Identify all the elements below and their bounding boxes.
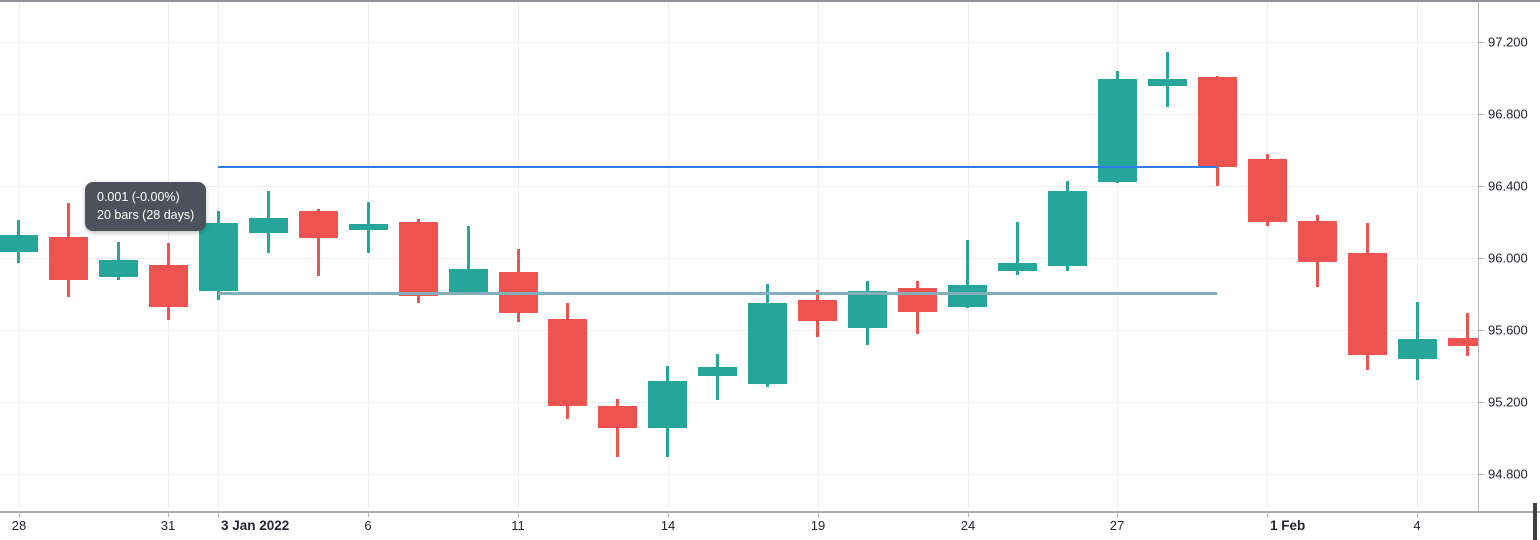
horizontal-gridline <box>0 330 1478 331</box>
time-axis-label: 6 <box>364 518 372 533</box>
price-axis-label: 97.200 <box>1488 34 1528 50</box>
price-axis-tick <box>1479 474 1484 475</box>
candle-body <box>148 265 188 307</box>
time-axis-tick <box>1117 511 1118 517</box>
time-axis-tick <box>668 511 669 517</box>
candle-body <box>98 259 138 277</box>
time-axis-tick <box>518 511 519 517</box>
time-axis-label: 31 <box>160 518 176 533</box>
price-axis-label: 95.200 <box>1488 394 1528 410</box>
time-axis-tick <box>1267 511 1268 517</box>
price-axis-tick <box>1479 42 1484 43</box>
candle-wick <box>1465 312 1469 357</box>
candle-wick <box>1016 222 1019 276</box>
candle-body <box>298 211 338 239</box>
time-axis-tick <box>19 511 20 517</box>
candle-body <box>948 285 988 307</box>
horizontal-gridline <box>0 402 1478 403</box>
tooltip-bar-count: 20 bars (28 days) <box>97 208 195 222</box>
candle-body <box>1197 77 1237 168</box>
time-axis-label: 19 <box>810 518 826 533</box>
candle-body <box>48 237 88 280</box>
price-axis-label: 94.800 <box>1488 466 1528 482</box>
candle-body <box>398 222 438 296</box>
time-axis-tick <box>168 511 169 517</box>
time-axis-tick <box>1417 511 1418 517</box>
candle-body <box>698 366 738 376</box>
price-axis-tick <box>1479 114 1484 115</box>
candle-body <box>1047 190 1087 267</box>
vertical-gridline <box>368 0 369 511</box>
window-top-border <box>0 0 1540 2</box>
candle-body <box>1097 78 1137 183</box>
vertical-gridline <box>1117 0 1118 511</box>
time-axis-label: 14 <box>660 518 676 533</box>
price-axis-tick <box>1479 186 1484 187</box>
horizontal-gridline <box>0 474 1478 475</box>
candle-body <box>548 319 588 406</box>
candle-body <box>648 381 688 429</box>
price-axis-label: 96.000 <box>1488 250 1528 266</box>
candle-body <box>1297 221 1337 263</box>
vertical-gridline <box>1267 0 1268 511</box>
date-price-range-line[interactable] <box>218 291 1218 295</box>
horizontal-gridline <box>0 186 1478 187</box>
time-axis-tick <box>818 511 819 517</box>
time-axis[interactable]: 28 31 3 Jan 2022 6 11 14 19 24 27 1 Feb 4 <box>0 511 1540 540</box>
horizontal-gridline <box>0 114 1478 115</box>
candle-wick <box>466 225 470 294</box>
time-axis-label: 4 <box>1413 518 1421 533</box>
candle-wick <box>316 209 320 276</box>
candle-body <box>1347 252 1387 356</box>
candle-body <box>0 234 38 252</box>
candle-body <box>1397 339 1437 359</box>
candle-body <box>1147 78 1187 87</box>
time-axis-label: 11 <box>511 518 525 533</box>
candle-body <box>448 268 488 293</box>
candle-body <box>598 405 638 429</box>
horizontal-gridline <box>0 42 1478 43</box>
candle-body <box>198 222 238 292</box>
time-axis-label: 24 <box>960 518 976 533</box>
time-axis-tick <box>368 511 369 517</box>
candle-body <box>1247 159 1287 222</box>
range-measure-tooltip: 0.001 (-0.00%) 20 bars (28 days) <box>85 182 207 231</box>
time-axis-label: 3 Jan 2022 <box>221 518 290 533</box>
price-axis-label: 96.400 <box>1488 178 1528 194</box>
candle-body <box>1447 338 1478 347</box>
price-axis-tick <box>1479 402 1484 403</box>
horizontal-gridline <box>0 258 1478 259</box>
candle-body <box>348 223 388 231</box>
price-axis-label: 95.600 <box>1488 322 1528 338</box>
time-axis-tick <box>218 511 219 517</box>
candle-wick <box>716 354 720 401</box>
price-axis[interactable]: 97.200 96.800 96.400 96.000 95.600 95.200 94.8… <box>1478 0 1540 511</box>
horizontal-line[interactable] <box>218 166 1218 169</box>
chart-plot-area[interactable] <box>0 0 1478 511</box>
candle-body <box>798 300 838 321</box>
tooltip-price-change: 0.001 (-0.00%) <box>97 190 180 204</box>
price-axis-label: 96.800 <box>1488 106 1528 122</box>
time-axis-tick <box>968 511 969 517</box>
candle-wick <box>616 399 620 457</box>
vertical-gridline <box>1417 0 1418 511</box>
candle-body <box>848 291 888 329</box>
window-corner-bar <box>1533 503 1537 540</box>
price-axis-tick <box>1479 330 1484 331</box>
candle-wick <box>966 240 970 308</box>
time-axis-label: 1 Feb <box>1270 518 1306 533</box>
vertical-gridline <box>668 0 669 511</box>
candle-body <box>998 263 1037 272</box>
vertical-gridline <box>818 0 819 511</box>
time-axis-label: 27 <box>1109 518 1125 533</box>
candle-body <box>248 218 288 233</box>
time-axis-label: 28 <box>11 518 27 533</box>
price-axis-tick <box>1479 258 1484 259</box>
candle-body <box>748 303 788 384</box>
